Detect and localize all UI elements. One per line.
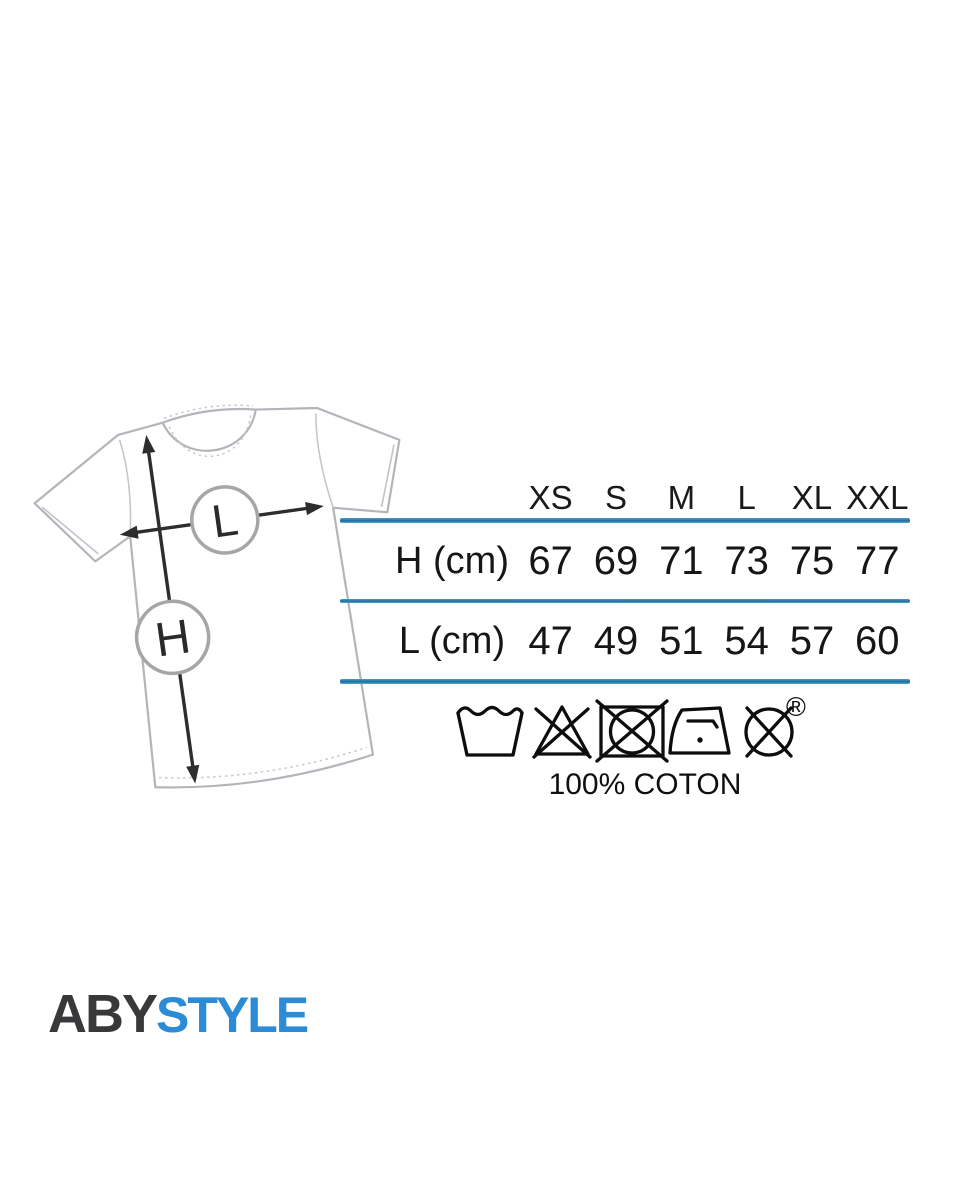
height-label: H <box>152 610 194 667</box>
table-row-height: H (cm) 67 69 71 73 75 77 <box>340 523 910 599</box>
brand-name-primary: ABY <box>48 984 157 1044</box>
iron-low-icon <box>668 706 731 755</box>
table-divider <box>340 679 910 684</box>
size-header-l: L <box>737 479 756 516</box>
size-header-row: XS S M L XL XXL <box>340 458 910 518</box>
armhole-seam-left <box>118 439 132 537</box>
size-header-xxl: XXL <box>846 479 909 516</box>
brand-logo: ABYSTYLE <box>36 982 333 1046</box>
height-value-xl: 75 <box>789 538 835 583</box>
height-value-m: 71 <box>659 538 704 583</box>
brand-name-secondary: STYLE <box>156 987 308 1043</box>
width-value-xl: 57 <box>789 619 835 663</box>
registered-trademark: ® <box>786 692 806 722</box>
do-not-tumble-dry-icon <box>595 699 669 763</box>
table-divider <box>340 598 910 603</box>
size-chart-table: XS S M L XL XXL H (cm) 67 69 71 73 75 77… <box>340 458 910 684</box>
size-header-xs: XS <box>528 479 573 516</box>
armhole-seam-right <box>315 413 334 508</box>
size-header-xl: XL <box>791 479 833 516</box>
collar-front <box>161 409 257 452</box>
width-value-xxl: 60 <box>855 619 900 663</box>
row-label-width: L (cm) <box>398 620 506 662</box>
fabric-composition: 100% COTON <box>548 768 742 801</box>
height-value-xxl: 77 <box>855 538 900 583</box>
width-label-badge <box>190 485 260 555</box>
height-label-badge <box>134 599 211 676</box>
sleeve-hem-left <box>41 506 99 555</box>
wash-30-icon <box>456 705 524 757</box>
sleeve-hem-right <box>380 444 395 508</box>
table-row-width: L (cm) 47 49 51 54 57 60 <box>340 603 910 679</box>
height-value-l: 73 <box>724 538 769 583</box>
care-symbols <box>456 699 794 763</box>
do-not-bleach-icon <box>532 705 592 759</box>
height-value-xs: 67 <box>528 538 573 583</box>
do-not-dry-clean-icon <box>744 706 794 758</box>
hem-stitching <box>159 746 368 779</box>
size-header-m: M <box>667 479 696 516</box>
table-divider <box>340 518 910 523</box>
width-value-l: 54 <box>724 619 769 663</box>
tshirt-measurement-diagram: L H <box>33 404 401 789</box>
width-value-m: 51 <box>659 619 704 663</box>
width-value-xs: 47 <box>528 619 573 663</box>
size-header-s: S <box>604 479 627 516</box>
height-value-s: 69 <box>593 538 639 583</box>
row-label-height: H (cm) <box>395 539 509 582</box>
width-value-s: 49 <box>593 619 639 663</box>
